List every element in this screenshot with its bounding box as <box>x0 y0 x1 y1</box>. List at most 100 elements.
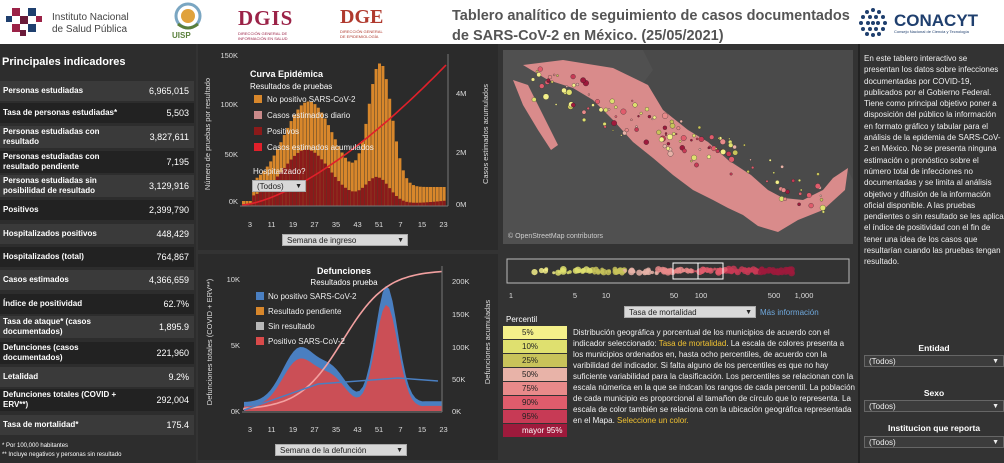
insp-name-line2: de Salud Pública <box>52 24 128 35</box>
map-municipality-dot <box>535 70 539 73</box>
map-municipality-dot <box>658 136 665 143</box>
curve-hospitalized-select[interactable]: (Todos) ▼ <box>252 180 306 192</box>
curve-bar-no-positivo <box>333 139 337 206</box>
curve-subtitle: Resultados de pruebas <box>250 82 332 91</box>
strip-dot <box>555 269 562 276</box>
percentile-item[interactable]: 90% <box>503 396 567 409</box>
curve-legend-label: No positivo SARS-CoV-2 <box>267 95 356 104</box>
curve-bar-no-positivo <box>415 186 419 206</box>
map-municipality-dot <box>581 109 587 115</box>
mexico-map[interactable] <box>503 50 853 244</box>
curve-bar-positivos <box>333 176 337 206</box>
strip-dot <box>770 271 774 274</box>
strip-x-tick: 5 <box>573 291 577 300</box>
filter-institucion-select[interactable]: (Todos) ▼ <box>864 436 1004 448</box>
strip-dot <box>676 267 681 273</box>
strip-dot <box>729 267 734 272</box>
curve-bar-positivos <box>371 178 375 206</box>
deaths-x-tick: 11 <box>268 425 276 434</box>
deaths-y-right-tick: 150K <box>452 310 470 319</box>
curve-xaxis-select[interactable]: Semana de ingreso ▼ <box>282 234 408 246</box>
indicator-label: Personas estudiadas <box>3 86 84 95</box>
curve-bar-no-positivo <box>432 186 436 206</box>
map-municipality-dot <box>630 118 633 121</box>
indicator-select-value: Tasa de mortalidad <box>629 308 697 317</box>
map-municipality-dot <box>714 147 718 150</box>
percentile-item[interactable]: 5% <box>503 326 567 339</box>
percentile-item[interactable]: mayor 95% <box>503 424 567 437</box>
uisp-logo-icon <box>174 2 202 30</box>
percentile-item[interactable]: 10% <box>503 340 567 353</box>
indicator-value: 2,399,790 <box>148 205 189 215</box>
map-municipality-dot <box>565 85 568 88</box>
map-municipality-dot <box>798 192 802 196</box>
indicator-value: 221,960 <box>156 348 189 358</box>
strip-dot <box>684 267 690 273</box>
filter-entidad-select[interactable]: (Todos) ▼ <box>864 355 1004 367</box>
curve-bar-positivos <box>435 201 439 206</box>
indicator-label: Hospitalizados positivos <box>3 229 97 238</box>
map-municipality-dot <box>570 102 576 108</box>
curve-bar-positivos <box>337 181 341 206</box>
indicator-label: Casos estimados <box>3 275 69 284</box>
indicator-label: Tasa de ataque* (casos documentados) <box>3 317 91 336</box>
deaths-y-right-tick: 100K <box>452 343 470 352</box>
percentile-item[interactable]: 25% <box>503 354 567 367</box>
percentile-swatch <box>506 327 517 338</box>
curve-bar-positivos <box>398 198 402 206</box>
indicator-value: 9.2% <box>168 372 189 382</box>
curve-y-left-tick: 0K <box>229 197 238 206</box>
strip-x-tick: 50 <box>670 291 678 300</box>
map-municipality-dot <box>751 166 755 170</box>
percentile-label: 25% <box>522 356 539 365</box>
strip-dot <box>739 266 745 273</box>
map-municipality-dot <box>612 129 614 132</box>
curve-bar-no-positivo <box>347 161 351 206</box>
strip-dot <box>592 270 597 275</box>
deaths-xaxis-select[interactable]: Semana de la defunción ▼ <box>275 444 407 456</box>
curve-bar-no-positivo <box>364 123 368 206</box>
filter-sexo-label: Sexo <box>923 388 945 398</box>
map-municipality-dot <box>697 125 702 130</box>
strip-dot <box>681 269 686 273</box>
curve-bar-positivos <box>252 195 256 206</box>
filter-sexo-select[interactable]: (Todos) ▼ <box>864 400 1004 412</box>
indicator-select[interactable]: Tasa de mortalidad ▼ <box>624 306 756 318</box>
curve-bar-positivos <box>405 201 409 206</box>
strip-dot <box>696 268 703 276</box>
map-municipality-dot <box>768 158 772 162</box>
curve-bar-positivos <box>374 176 378 206</box>
percentile-swatch <box>506 369 517 380</box>
strip-dot <box>775 268 780 273</box>
deaths-area-positivo <box>244 304 442 411</box>
deaths-legend-swatch <box>256 307 264 315</box>
footnote-negatives: ** Incluye negativos y personas sin resu… <box>2 452 122 458</box>
title-line1: Tablero analítico de seguimiento de caso… <box>452 8 850 24</box>
curve-bar-positivos <box>296 152 300 206</box>
curve-bar-positivos <box>432 201 436 206</box>
map-municipality-dot <box>732 149 738 156</box>
strip-dot <box>560 268 567 275</box>
curve-bar-positivos <box>415 202 419 206</box>
more-info-link[interactable]: Más información <box>760 308 819 317</box>
curve-bar-positivos <box>395 196 398 206</box>
strip-dot <box>655 271 658 275</box>
indicator-value: 3,129,916 <box>148 181 189 191</box>
divider <box>858 44 860 463</box>
percentile-swatch <box>506 411 517 422</box>
percentile-item[interactable]: 95% <box>503 410 567 423</box>
deaths-x-tick: 19 <box>289 425 297 434</box>
map-municipality-dot <box>720 149 726 155</box>
percentile-item[interactable]: 75% <box>503 382 567 395</box>
indicator-row: Personas estudiadas con resultado 3,827,6… <box>0 126 194 148</box>
curve-x-tick: 3 <box>248 220 252 229</box>
percentile-item[interactable]: 50% <box>503 368 567 381</box>
curve-bar-positivos <box>429 202 432 206</box>
curve-bar-positivos <box>425 202 429 206</box>
map-municipality-dot <box>651 118 654 121</box>
map-municipality-dot <box>785 189 790 195</box>
municipality-map[interactable] <box>503 50 853 244</box>
indicators-heading: Principales indicadores <box>2 56 126 68</box>
map-municipality-dot <box>662 112 669 119</box>
percentile-strip-plot[interactable]: 1 5 10 50 100 500 1,000 <box>503 253 853 305</box>
